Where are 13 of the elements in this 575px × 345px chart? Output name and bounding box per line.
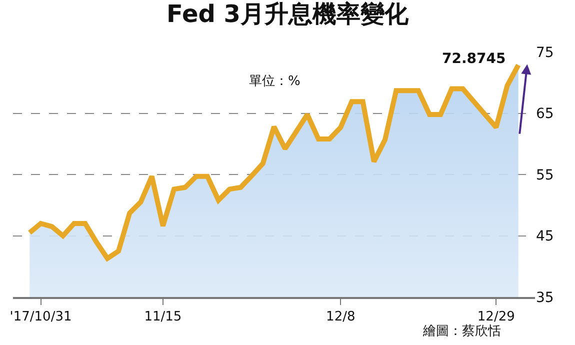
y-tick-label: 65 [536, 106, 554, 122]
x-tick-label: 11/15 [144, 309, 182, 324]
text: 繪圖：蔡欣恬 [422, 324, 501, 339]
y-tick-label: 45 [536, 228, 554, 245]
x-tick-label: '17/10/31 [10, 309, 72, 324]
annotation: 單位：% [249, 74, 300, 89]
y-tick-label: 55 [536, 167, 554, 184]
data-label: 72.8745 [442, 51, 506, 67]
y-tick-label: 35 [536, 290, 554, 306]
x-tick-label: 12/29 [477, 309, 515, 324]
chart-title: Fed 3月升息機率變化 [166, 0, 410, 28]
x-tick-label: 12/8 [326, 309, 356, 324]
y-tick-label: 75 [536, 44, 554, 61]
